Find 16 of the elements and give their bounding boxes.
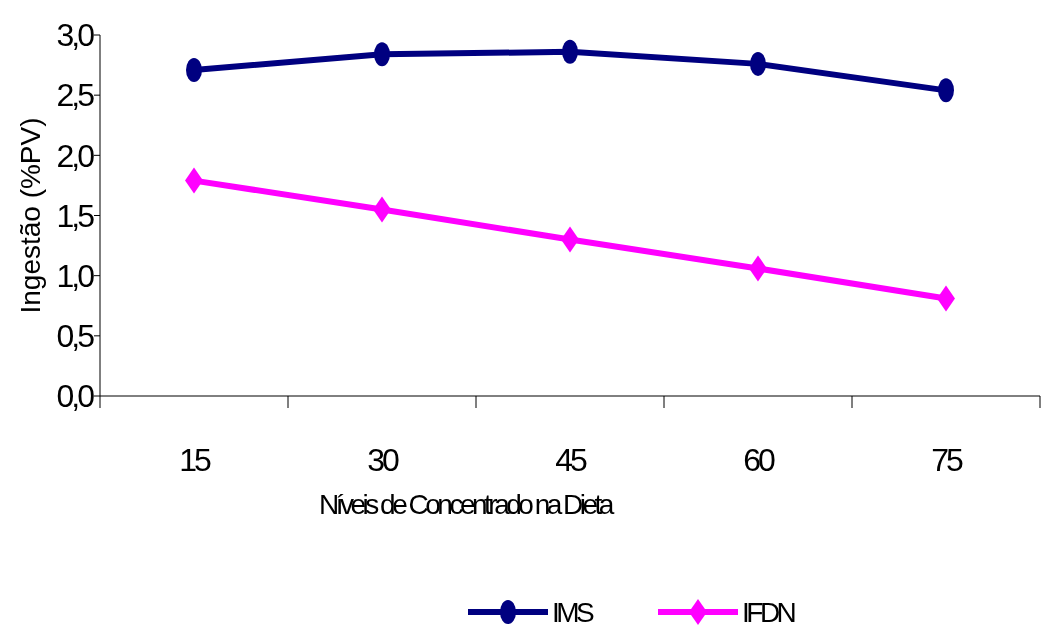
legend-label: IMS xyxy=(552,596,595,628)
y-tick-label: 1,5 xyxy=(56,197,95,234)
y-tick-label: 0,0 xyxy=(56,378,95,415)
y-tick-label: 3,0 xyxy=(56,17,95,54)
x-axis-title: Níveis de Concentrado na Dieta xyxy=(319,489,615,520)
y-tick-label: 2,0 xyxy=(56,137,95,174)
x-tick-label: 15 xyxy=(179,442,211,478)
x-tick-label: 75 xyxy=(931,442,963,478)
y-tick-label: 1,0 xyxy=(56,257,95,294)
x-tick-label: 45 xyxy=(555,442,587,478)
y-tick-label: 2,5 xyxy=(56,77,95,114)
legend-label: IFDN xyxy=(742,596,795,628)
x-tick-label: 30 xyxy=(367,442,399,478)
x-tick-label: 60 xyxy=(743,442,775,478)
y-axis-title: Ingestão (%PV) xyxy=(15,117,46,314)
y-tick-label: 0,5 xyxy=(56,318,95,355)
